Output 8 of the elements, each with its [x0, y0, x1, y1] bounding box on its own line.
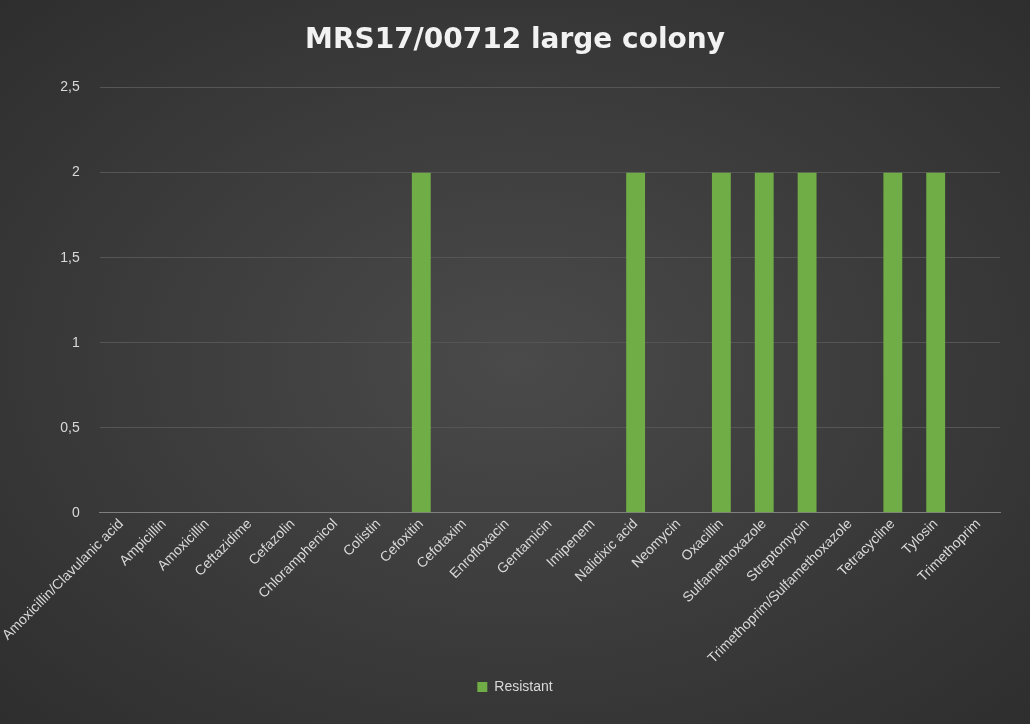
chart-title: MRS17/00712 large colony [305, 22, 725, 56]
y-tick-label: 1,5 [60, 248, 80, 265]
y-tick-label: 2,5 [60, 78, 80, 95]
y-tick-label: 0,5 [60, 418, 80, 435]
legend-label: Resistant [494, 677, 553, 694]
y-tick-label: 0 [71, 503, 80, 520]
y-tick-label: 1 [71, 333, 80, 350]
y-tick-label: 2 [71, 163, 80, 180]
